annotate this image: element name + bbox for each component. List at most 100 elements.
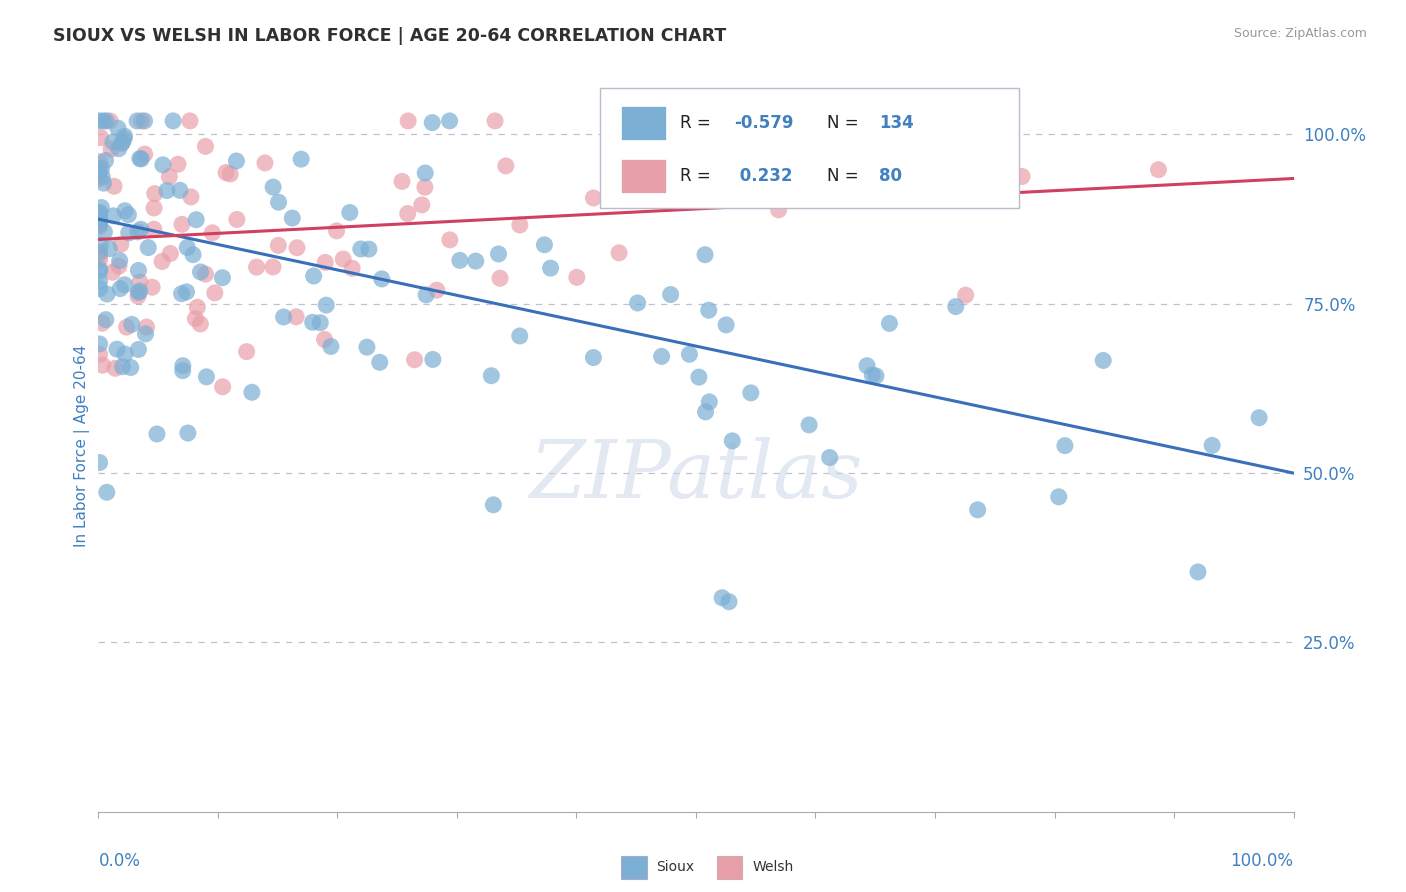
Point [533, 237, 555, 252]
Point [98, 242, 121, 256]
Point [89, 237, 111, 252]
Point [162, 114, 184, 128]
Point [91, 169, 114, 184]
Point [332, 252, 354, 266]
Point [235, 344, 257, 359]
Point [955, 288, 977, 302]
Point [201, 226, 224, 240]
Point [105, 342, 128, 356]
Point [509, 218, 531, 232]
Point [114, 129, 136, 144]
Point [426, 283, 449, 297]
Point [659, 287, 682, 301]
Point [714, 318, 737, 332]
Point [184, 311, 207, 326]
Point [159, 246, 181, 260]
Point [146, 427, 169, 442]
Point [89, 219, 111, 234]
Point [103, 209, 125, 223]
Text: N =: N = [827, 168, 865, 186]
Point [1011, 169, 1033, 184]
Point [678, 347, 700, 361]
Point [114, 347, 136, 361]
Point [110, 237, 132, 252]
Point [108, 253, 131, 268]
Point [253, 156, 276, 170]
Point [420, 115, 443, 129]
Point [314, 255, 336, 269]
Point [157, 169, 180, 184]
Point [226, 212, 249, 227]
Point [89, 262, 111, 277]
Point [96, 485, 118, 500]
Point [697, 395, 720, 409]
Point [865, 368, 887, 383]
Point [89, 209, 111, 223]
Point [669, 114, 692, 128]
Point [114, 277, 136, 292]
Point [482, 498, 505, 512]
Point [860, 368, 883, 382]
Text: 134: 134 [879, 114, 914, 132]
Point [711, 591, 734, 605]
Point [172, 364, 194, 378]
Point [134, 147, 156, 161]
Point [1092, 353, 1115, 368]
Point [856, 359, 879, 373]
Text: 80: 80 [879, 168, 901, 186]
Point [818, 450, 841, 465]
Point [245, 260, 267, 274]
Point [108, 259, 131, 273]
Text: Welsh: Welsh [752, 861, 793, 874]
Point [89, 274, 111, 288]
Bar [620, 160, 666, 194]
Point [607, 245, 630, 260]
Point [150, 254, 173, 268]
Point [439, 114, 461, 128]
Text: 0.232: 0.232 [734, 168, 793, 186]
Text: R =: R = [681, 168, 717, 186]
Point [101, 265, 124, 279]
Point [357, 242, 380, 256]
Point [89, 264, 111, 278]
Point [825, 142, 848, 156]
Text: Source: ZipAtlas.com: Source: ZipAtlas.com [1233, 27, 1367, 40]
Y-axis label: In Labor Force | Age 20-64: In Labor Force | Age 20-64 [75, 345, 90, 547]
Point [89, 456, 111, 470]
Point [156, 184, 179, 198]
Point [211, 380, 233, 394]
Text: -0.579: -0.579 [734, 114, 794, 132]
Point [449, 253, 471, 268]
Point [188, 317, 211, 331]
Point [339, 205, 361, 219]
Point [651, 350, 673, 364]
Point [267, 238, 290, 252]
Point [267, 195, 290, 210]
Point [219, 167, 242, 181]
Point [582, 351, 605, 365]
Point [340, 261, 363, 276]
Point [120, 360, 142, 375]
Point [211, 270, 233, 285]
Point [658, 159, 681, 173]
Point [176, 240, 198, 254]
Point [879, 317, 901, 331]
Point [186, 300, 208, 314]
Point [181, 247, 204, 261]
Point [114, 203, 136, 218]
Point [176, 285, 198, 299]
Point [96, 287, 118, 301]
Point [111, 359, 134, 374]
Point [215, 165, 238, 179]
Point [135, 320, 157, 334]
Point [131, 114, 153, 128]
Point [167, 157, 190, 171]
Point [96, 114, 118, 128]
Point [93, 225, 115, 239]
Point [1147, 162, 1170, 177]
Point [136, 241, 159, 255]
Point [721, 434, 744, 448]
Point [107, 121, 129, 136]
Point [413, 166, 436, 180]
Point [195, 369, 218, 384]
